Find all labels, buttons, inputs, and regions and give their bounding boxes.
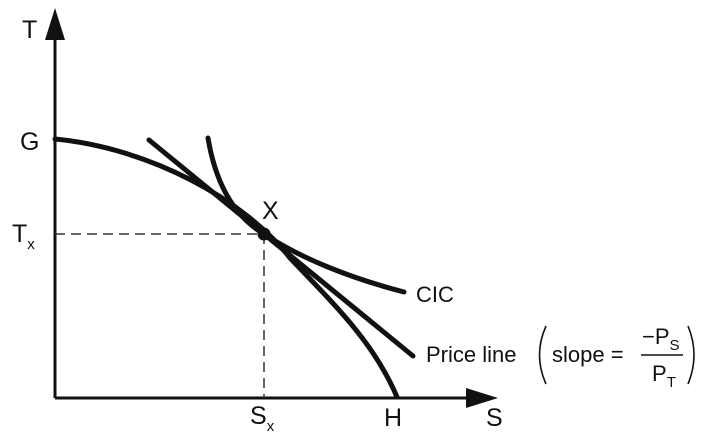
- sx-label-subscript: x: [267, 418, 275, 435]
- y-axis-arrowhead: [45, 8, 65, 40]
- point-x-label: X: [262, 197, 279, 225]
- slope-minus-sign: −: [642, 324, 655, 349]
- sx-label-main: S: [250, 402, 267, 430]
- tx-label-main: T: [12, 220, 27, 248]
- slope-denominator: PT: [652, 361, 676, 391]
- sx-label: Sx: [250, 402, 275, 435]
- x-axis-label: S: [486, 404, 503, 432]
- price-line: [146, 137, 416, 359]
- y-axis-label: T: [22, 16, 37, 44]
- ps-main: P: [655, 324, 670, 349]
- tx-label-subscript: x: [27, 236, 35, 253]
- point-h-label: H: [384, 404, 402, 432]
- point-x-dot: [257, 227, 271, 241]
- tx-label: Tx: [12, 220, 35, 253]
- left-paren: [538, 325, 547, 385]
- slope-prefix: slope =: [552, 342, 624, 367]
- pt-subscript: T: [667, 374, 676, 391]
- pt-main: P: [652, 361, 667, 386]
- production-frontier-curve: [52, 136, 400, 400]
- cic-label: CIC: [416, 282, 454, 307]
- ps-subscript: S: [670, 337, 680, 354]
- point-g-label: G: [20, 128, 39, 156]
- x-axis-arrowhead: [466, 388, 498, 408]
- right-paren: [687, 325, 695, 385]
- price-line-label: Price line: [426, 342, 516, 367]
- slope-numerator: −PS: [642, 324, 680, 354]
